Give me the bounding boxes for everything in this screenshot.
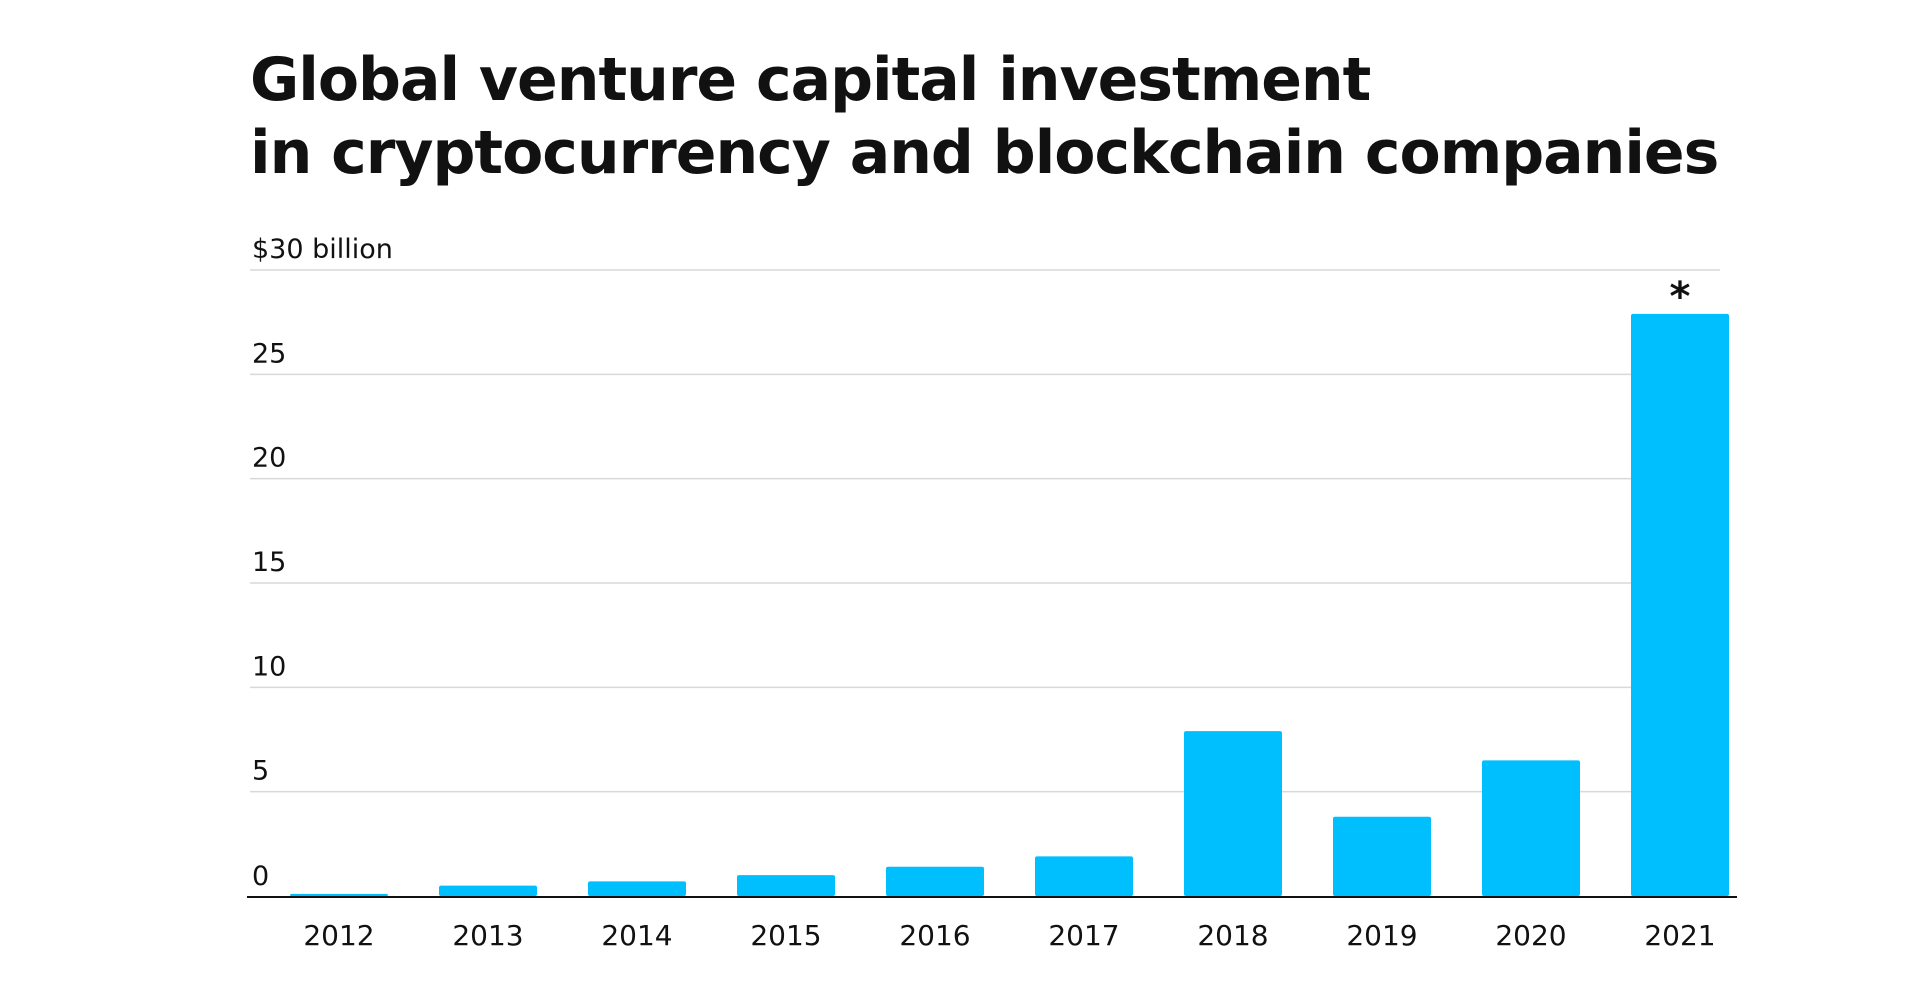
y-tick-label-15: 15 [252, 547, 286, 578]
bar-2017 [1035, 856, 1133, 896]
y-tick-label-20: 20 [252, 443, 286, 474]
y-axis-tick-labels: 0 5 10 15 20 25 $30 billion [252, 234, 393, 892]
bar-2021 [1631, 313, 1729, 896]
y-tick-label-0: 0 [252, 861, 269, 892]
bars [290, 313, 1729, 896]
x-tick-label-2012: 2012 [303, 919, 374, 952]
x-tick-label-2018: 2018 [1197, 919, 1268, 952]
chart-title-line-1: Global venture capital investment [250, 45, 1371, 115]
x-tick-label-2014: 2014 [601, 919, 672, 952]
bar-2016 [886, 866, 984, 896]
annotations: * [1670, 274, 1691, 320]
bar-2019 [1333, 816, 1431, 896]
bar-2015 [737, 875, 835, 896]
bar-2020 [1482, 760, 1580, 896]
x-tick-label-2015: 2015 [750, 919, 821, 952]
y-tick-label-30: $30 billion [252, 234, 393, 265]
x-tick-label-2020: 2020 [1495, 919, 1566, 952]
y-tick-label-10: 10 [252, 651, 286, 682]
x-tick-label-2019: 2019 [1346, 919, 1417, 952]
bar-2013 [439, 885, 537, 896]
chart-title-line-2: in cryptocurrency and blockchain compani… [250, 118, 1719, 188]
y-tick-label-5: 5 [252, 756, 269, 787]
x-tick-label-2017: 2017 [1048, 919, 1119, 952]
x-tick-label-2013: 2013 [452, 919, 523, 952]
chart-title: Global venture capital investment in cry… [250, 44, 1750, 190]
bar-2012 [290, 893, 388, 896]
annotation-2021: * [1670, 274, 1691, 320]
x-tick-label-2021: 2021 [1644, 919, 1715, 952]
bar-2014 [588, 881, 686, 896]
bar-2018 [1184, 731, 1282, 896]
gridlines [250, 269, 1720, 793]
y-tick-label-25: 25 [252, 338, 286, 369]
x-tick-label-2016: 2016 [899, 919, 970, 952]
x-axis-tick-labels: 2012 2013 2014 2015 2016 2017 2018 2019 2020 2021 [303, 919, 1715, 952]
